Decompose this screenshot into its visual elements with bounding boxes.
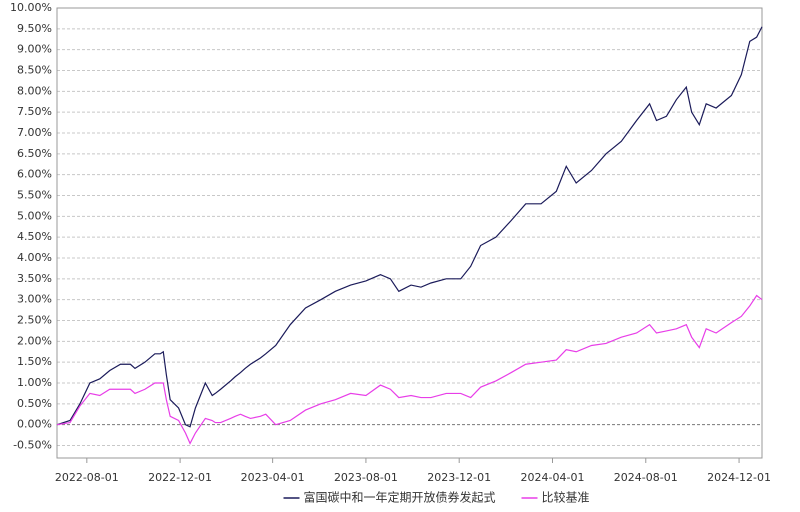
legend-label: 富国碳中和一年定期开放债券发起式	[304, 490, 496, 505]
y-tick-label: -0.50%	[13, 439, 52, 452]
y-tick-label: 5.00%	[17, 209, 52, 222]
y-tick-label: 5.50%	[17, 189, 52, 202]
y-tick-label: 10.00%	[10, 1, 52, 14]
y-tick-label: 6.50%	[17, 147, 52, 160]
y-tick-label: 0.00%	[17, 418, 52, 431]
x-tick-label: 2022-12-01	[148, 471, 212, 484]
y-tick-label: 9.00%	[17, 43, 52, 56]
y-tick-label: 8.00%	[17, 84, 52, 97]
y-tick-label: 7.50%	[17, 105, 52, 118]
plot-frame	[56, 7, 763, 459]
series-line	[56, 26, 763, 428]
y-tick-label: 3.00%	[17, 293, 52, 306]
y-tick-label: 7.00%	[17, 126, 52, 139]
y-tick-label: 1.50%	[17, 355, 52, 368]
y-tick-label: 2.50%	[17, 314, 52, 327]
y-tick-label: 3.50%	[17, 272, 52, 285]
y-tick-label: 4.00%	[17, 251, 52, 264]
legend-label: 比较基准	[542, 490, 590, 505]
x-tick-label: 2023-04-01	[241, 471, 305, 484]
x-tick-label: 2023-12-01	[427, 471, 491, 484]
x-tick-label: 2024-04-01	[521, 471, 585, 484]
x-tick-label: 2023-08-01	[334, 471, 398, 484]
y-tick-label: 9.50%	[17, 22, 52, 35]
y-tick-label: 2.00%	[17, 334, 52, 347]
x-tick-label: 2022-08-01	[55, 471, 119, 484]
y-tick-label: 4.50%	[17, 230, 52, 243]
x-tick-label: 2024-08-01	[614, 471, 678, 484]
y-tick-label: 8.50%	[17, 64, 52, 77]
y-tick-label: 6.00%	[17, 168, 52, 181]
series-line	[56, 294, 763, 445]
x-tick-label: 2024-12-01	[707, 471, 771, 484]
y-tick-label: 1.00%	[17, 376, 52, 389]
y-tick-label: 0.50%	[17, 397, 52, 410]
